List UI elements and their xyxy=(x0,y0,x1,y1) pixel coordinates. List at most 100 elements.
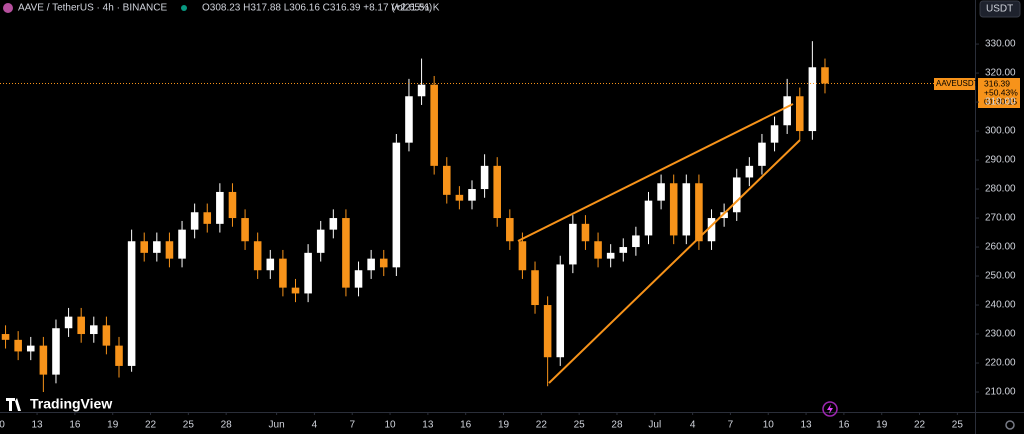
x-tick-label: 13 xyxy=(422,420,434,431)
candle-body xyxy=(102,325,111,346)
candle-body xyxy=(153,241,161,253)
candle-body xyxy=(354,270,363,288)
candle-body xyxy=(417,84,426,97)
candle-body xyxy=(543,305,552,358)
x-tick-label: 4 xyxy=(690,420,696,431)
candle-body xyxy=(165,241,174,259)
candle-body xyxy=(304,252,312,294)
candle-body xyxy=(342,218,350,288)
y-tick-label: 290.00 xyxy=(985,155,1016,166)
candle-body xyxy=(26,345,35,352)
candle-body xyxy=(480,165,489,190)
candle-body xyxy=(52,328,60,375)
price-tag-countdown: 01:30:15 xyxy=(984,96,1017,106)
alert-bolt xyxy=(827,404,833,414)
x-tick-label: 10 xyxy=(763,420,775,431)
settings-icon[interactable] xyxy=(1005,420,1015,430)
price-tag-price: 316.39 xyxy=(984,78,1010,88)
candle-body xyxy=(316,229,325,253)
x-tick-label: 19 xyxy=(107,420,119,431)
x-tick-label: 25 xyxy=(183,420,195,431)
ohlc-legend: O308.23 H317.88 L306.16 C316.39 +8.17 (+… xyxy=(202,3,432,14)
candle-body xyxy=(379,258,388,268)
x-tick-label: 13 xyxy=(32,420,44,431)
watermark-logo xyxy=(6,398,21,411)
candle-body xyxy=(493,165,501,219)
x-tick-label: 10 xyxy=(0,420,5,431)
candle-body xyxy=(619,247,628,253)
status-dot xyxy=(181,5,187,11)
x-tick-label: 10 xyxy=(384,420,396,431)
candle-body xyxy=(291,287,300,294)
x-tick-label: Jul xyxy=(648,420,661,431)
y-tick-label: 330.00 xyxy=(985,39,1016,50)
candle-body xyxy=(90,325,98,335)
candle-body xyxy=(64,316,73,329)
candle-body xyxy=(127,241,136,366)
candle-body xyxy=(241,218,249,242)
candle-body xyxy=(569,223,577,265)
candle-body xyxy=(329,218,338,230)
candle-body xyxy=(178,229,186,259)
alert-icon[interactable] xyxy=(822,401,838,417)
candle-body xyxy=(594,241,602,259)
candle-body xyxy=(405,96,413,143)
candle-body xyxy=(758,142,766,166)
candle-body xyxy=(556,264,565,358)
x-tick-label: 16 xyxy=(69,420,81,431)
watermark-text: TradingView xyxy=(30,396,112,412)
trend-line xyxy=(548,139,801,384)
x-tick-label: 16 xyxy=(838,420,850,431)
y-tick-label: 300.00 xyxy=(985,126,1016,137)
trend-line xyxy=(517,103,794,242)
y-tick-label: 320.00 xyxy=(985,68,1016,79)
x-tick-label: 16 xyxy=(460,420,472,431)
candle-body xyxy=(39,345,48,375)
candle-body xyxy=(468,189,476,201)
price-tag-symbol: AAVEUSDT xyxy=(936,79,979,88)
x-tick-label: 22 xyxy=(145,420,157,431)
candle-body xyxy=(1,334,10,340)
candle-body xyxy=(531,270,539,306)
candle-body xyxy=(506,218,514,242)
y-tick-label: 260.00 xyxy=(985,242,1016,253)
watermark: TradingView xyxy=(6,396,112,412)
x-tick-label: 22 xyxy=(914,420,926,431)
x-tick-label: 28 xyxy=(611,420,623,431)
price-tag-symbol-box xyxy=(934,78,975,90)
candle-body xyxy=(808,67,817,132)
candle-body xyxy=(203,212,212,224)
candle-body xyxy=(115,345,123,366)
candle-body xyxy=(732,177,741,213)
currency-button[interactable] xyxy=(979,0,1021,18)
x-tick-label: 4 xyxy=(312,420,318,431)
candle-body xyxy=(77,316,85,335)
y-tick-label: 250.00 xyxy=(985,271,1016,282)
y-tick-label: 240.00 xyxy=(985,300,1016,311)
candle-body xyxy=(669,183,678,236)
y-tick-label: 270.00 xyxy=(985,213,1016,224)
candle-body xyxy=(821,67,829,84)
candle-body xyxy=(632,235,640,248)
x-tick-label: 25 xyxy=(574,420,586,431)
x-tick-label: 7 xyxy=(728,420,734,431)
candle-body xyxy=(581,223,590,242)
candle-body xyxy=(455,194,464,201)
candle-body xyxy=(140,241,149,253)
y-tick-label: 220.00 xyxy=(985,358,1016,369)
candle-body xyxy=(745,165,754,178)
candle-body xyxy=(644,200,653,236)
x-tick-label: Jun xyxy=(269,420,285,431)
x-tick-label: 7 xyxy=(349,420,355,431)
candle-body xyxy=(657,183,665,201)
x-tick-label: 28 xyxy=(221,420,233,431)
candle-body xyxy=(442,165,451,195)
candle-body xyxy=(430,84,438,166)
volume-label: Vol21.51 K xyxy=(391,3,440,14)
currency-label: USDT xyxy=(986,4,1013,15)
wedge-drawing xyxy=(517,103,801,384)
candle-body xyxy=(266,258,275,271)
x-tick-label: 13 xyxy=(801,420,813,431)
